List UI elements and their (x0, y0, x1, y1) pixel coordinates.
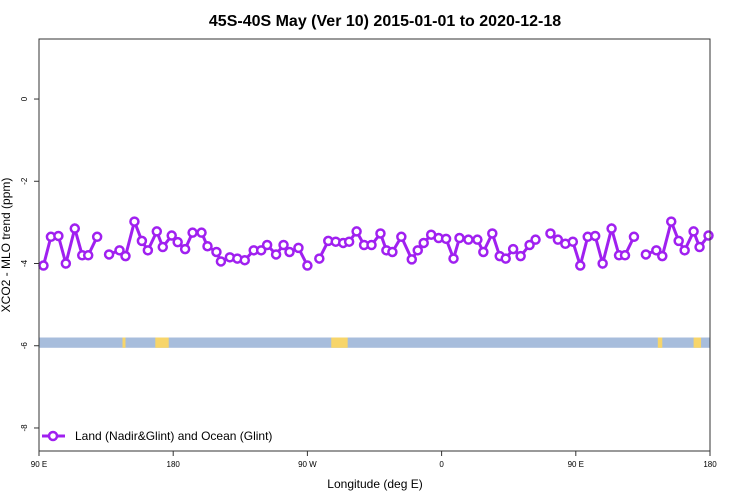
data-point (448, 253, 459, 264)
data-point (53, 230, 64, 242)
data-point (597, 258, 608, 269)
chart-title: 45S-40S May (Ver 10) 2015-01-01 to 2020-… (209, 13, 561, 30)
x-axis-label: Longitude (deg E) (327, 477, 422, 491)
data-point (589, 230, 601, 242)
data-point (202, 240, 213, 252)
data-point (69, 223, 81, 234)
data-point (151, 226, 163, 237)
data-point (351, 226, 362, 237)
data-point (552, 234, 564, 245)
data-point (103, 249, 115, 260)
land-patch (657, 337, 663, 348)
y-tick-label: 0 (20, 96, 29, 101)
x-tick-label: 90 E (31, 460, 47, 469)
data-point (396, 231, 407, 243)
land-patch (331, 337, 348, 348)
data-point (82, 250, 94, 261)
y-axis: 0 -2 -4 -6 -8 (20, 96, 39, 432)
data-point (157, 241, 169, 253)
data-point (651, 245, 662, 256)
data-point (284, 246, 295, 258)
surface-strip (39, 337, 710, 348)
data-point (187, 227, 198, 238)
data-point (688, 226, 699, 237)
data-point (463, 234, 474, 245)
data-point (478, 246, 489, 258)
data-point (500, 253, 511, 264)
data-point (530, 234, 541, 245)
data-point (619, 250, 631, 261)
x-axis: 90 E 180 90 W 0 90 E 180 (31, 451, 717, 469)
data-point (440, 233, 452, 245)
series-group (38, 216, 714, 272)
data-point (412, 245, 423, 256)
data-point (665, 216, 677, 227)
data-point (302, 260, 313, 271)
x-tick-label: 90 W (298, 460, 317, 469)
plot-frame (38, 38, 711, 452)
data-point (703, 230, 714, 241)
data-point (515, 250, 526, 262)
data-point (114, 245, 125, 256)
y-tick-label: -8 (20, 424, 29, 432)
x-tick-label: 90 E (568, 460, 584, 469)
data-point (179, 243, 191, 255)
data-point (278, 239, 289, 251)
data-point (567, 236, 579, 247)
data-point (211, 246, 222, 258)
data-point (215, 256, 227, 267)
land-patch (693, 337, 702, 348)
data-point (406, 254, 418, 265)
x-tick-label: 180 (167, 460, 181, 469)
data-point (270, 249, 282, 260)
data-point (657, 250, 668, 262)
data-point (293, 242, 304, 254)
data-point (261, 239, 273, 251)
data-point (120, 250, 131, 262)
land-patch (122, 337, 126, 348)
legend-label: Land (Nadir&Glint) and Ocean (Glint) (75, 429, 272, 443)
y-tick-label: -4 (20, 259, 29, 267)
y-tick-label: -6 (20, 342, 29, 350)
data-point (375, 228, 386, 239)
data-point (387, 246, 398, 258)
data-point (343, 236, 355, 247)
x-tick-label: 180 (703, 460, 717, 469)
data-point (418, 237, 429, 249)
data-point (640, 249, 652, 260)
legend-marker (47, 430, 59, 442)
data-point (679, 245, 690, 256)
data-point (136, 235, 148, 247)
ocean-band (39, 337, 710, 348)
data-point (129, 216, 140, 227)
data-point (694, 241, 705, 253)
y-tick-label: -2 (20, 177, 29, 185)
data-point (239, 254, 251, 266)
data-point (366, 239, 377, 251)
data-point (60, 258, 72, 269)
data-point (172, 236, 183, 248)
data-point (91, 231, 103, 243)
land-patch (155, 337, 169, 348)
data-point (454, 232, 465, 244)
data-point (545, 228, 556, 239)
x-tick-label: 0 (439, 460, 444, 469)
data-point (196, 227, 207, 238)
data-point (472, 234, 483, 245)
data-point (166, 230, 177, 241)
y-axis-label: XCO2 - MLO trend (ppm) (0, 178, 13, 313)
data-point (673, 235, 684, 247)
data-point (575, 260, 586, 271)
data-point (314, 253, 325, 264)
data-point (142, 245, 154, 256)
legend: Land (Nadir&Glint) and Ocean (Glint) (42, 429, 272, 443)
data-point (507, 243, 519, 255)
data-point (606, 223, 617, 234)
data-point (628, 231, 640, 243)
data-point (487, 228, 498, 239)
data-point (38, 260, 49, 271)
